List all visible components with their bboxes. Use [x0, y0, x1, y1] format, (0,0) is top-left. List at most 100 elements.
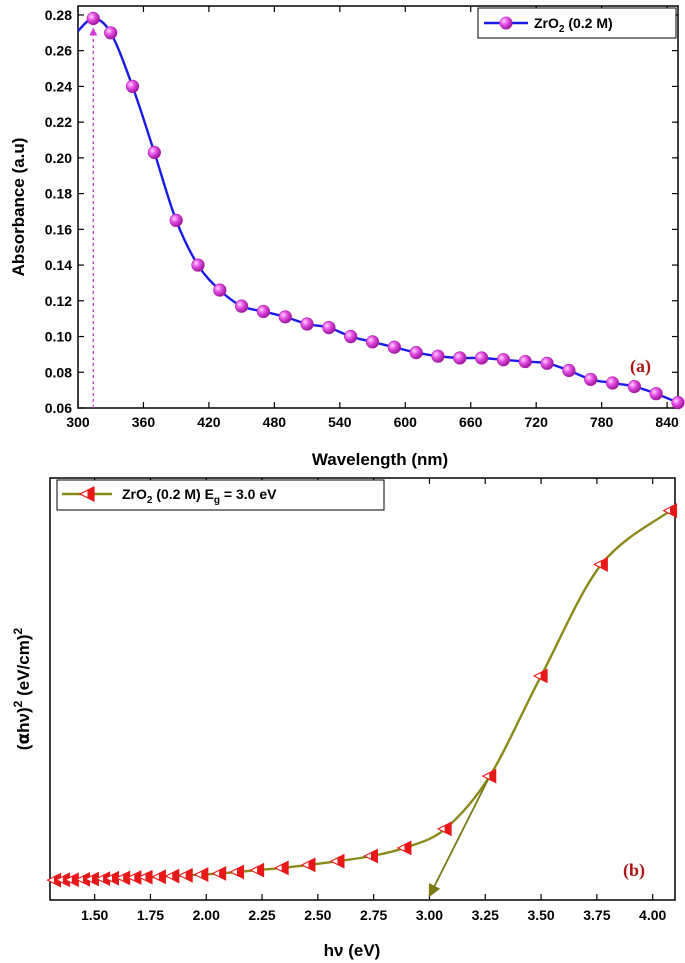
panel-a-y-tick-label: 0.06: [45, 400, 72, 416]
panel-b-data-point: [249, 862, 265, 878]
panel-a-data-point: [409, 346, 423, 360]
panel-b-x-axis-label: hν (eV): [324, 941, 381, 960]
panel-b-x-tick-label: 2.25: [248, 907, 275, 923]
panel-a-y-tick-label: 0.18: [45, 186, 72, 202]
panel-a-y-tick-label: 0.12: [45, 293, 72, 309]
panel-b-legend: ZrO2 (0.2 M) Eg = 3.0 eV: [56, 479, 385, 511]
panel-a-data-point: [671, 396, 685, 410]
panel-b-data-point: [151, 869, 166, 885]
panel-a-plot-frame: [77, 5, 679, 409]
panel-a-absorbance-chart: 0.06 0.08 0.10 0.12 0.14 0.16 0.18 0.20 0.22 0.24…: [9, 5, 685, 469]
panel-a-data-point: [627, 379, 641, 394]
panel-a-y-tick-label: 0.20: [45, 150, 72, 166]
panel-a-data-point: [191, 258, 205, 272]
panel-a-data-point: [169, 213, 183, 227]
panel-a-x-tick-label: 420: [197, 414, 221, 430]
panel-b-data-point: [177, 867, 193, 883]
panel-b-data-point: [532, 668, 548, 684]
panel-b-data-point: [593, 557, 608, 572]
panel-a-y-tick-label: 0.16: [45, 221, 72, 237]
panel-a-legend-marker-swatch: [499, 16, 513, 30]
panel-a-x-tick-label: 360: [132, 414, 156, 430]
panel-a-x-tick-label: 300: [66, 414, 90, 430]
panel-b-data-point: [662, 503, 678, 518]
panel-a-data-point: [540, 356, 554, 370]
panel-a-data-point: [431, 349, 445, 363]
panel-a-y-tick-label: 0.10: [45, 329, 72, 345]
panel-b-x-tick-label: 2.75: [360, 907, 387, 923]
panel-a-legend: ZrO2 (0.2 M): [477, 7, 677, 39]
panel-b-data-point: [104, 870, 120, 886]
panel-a-data-point: [125, 79, 140, 93]
panel-a-y-tick-label: 0.24: [45, 78, 72, 94]
panel-a-x-tick-label: 780: [590, 414, 614, 430]
panel-a-data-point: [649, 387, 663, 401]
panel-a-y-tick-label: 0.28: [45, 7, 72, 23]
panel-a-y-tick-label: 0.26: [45, 43, 72, 59]
panel-b-x-tick-label: 2.00: [193, 907, 220, 923]
panel-b-x-ticks: 1.50 1.75 2.00 2.25 2.50 2.75 3.00 3.25 3.50 3.75…: [81, 478, 667, 923]
panel-a-data-point: [104, 26, 118, 40]
panel-a-data-point: [387, 340, 401, 354]
panel-b-x-tick-label: 4.00: [639, 907, 666, 923]
panel-a-legend-label: ZrO2 (0.2 M): [534, 15, 613, 35]
panel-a-data-point: [496, 353, 511, 367]
panel-b-data-point: [329, 853, 345, 869]
panel-a-y-tick-label: 0.14: [45, 257, 72, 273]
panel-a-data-point: [453, 351, 467, 365]
panel-b-x-tick-label: 3.50: [527, 907, 554, 923]
panel-a-x-tick-label: 660: [459, 414, 483, 430]
panel-a-tag: (a): [630, 356, 651, 377]
panel-a-data-point: [584, 372, 598, 387]
panel-a-data-point: [278, 310, 292, 324]
panel-b-tag: (b): [623, 860, 645, 881]
panel-b-data-point: [300, 857, 316, 873]
panel-b-legend-marker-swatch: [78, 486, 95, 502]
panel-a-x-tick-label: 600: [394, 414, 418, 430]
panel-b-legend-label: ZrO2 (0.2 M) Eg = 3.0 eV: [122, 486, 277, 506]
panel-a-data-point: [475, 351, 489, 365]
panel-a-y-tick-label: 0.22: [45, 114, 72, 130]
panel-b-x-tick-label: 1.50: [81, 907, 108, 923]
panel-b-tauc-chart: 1.50 1.75 2.00 2.25 2.50 2.75 3.00 3.25 3.50 3.75…: [11, 477, 678, 960]
panel-a-data-point: [86, 11, 100, 26]
panel-b-extrapolation-arrow: [428, 775, 491, 898]
panel-a-data-point: [300, 317, 314, 331]
panel-a-data-point: [562, 363, 576, 378]
panel-a-data-point: [256, 304, 271, 319]
panel-b-x-tick-label: 2.50: [304, 907, 331, 923]
panel-b-data-point: [229, 864, 245, 880]
panel-b-data-point: [481, 768, 497, 784]
panel-a-peak-arrowhead: [89, 27, 98, 36]
panel-b-y-axis-label: (αhν)2 (eV/cm)2: [11, 627, 34, 750]
panel-b-data-point: [436, 821, 452, 837]
panel-a-y-tick-label: 0.08: [45, 364, 72, 380]
panel-a-data-point: [365, 335, 380, 349]
panel-b-plot-frame: [49, 477, 676, 901]
panel-a-x-ticks: 300 360 420 480 540 600 660 720 780 840: [66, 6, 679, 430]
panel-a-data-point: [518, 354, 532, 369]
panel-b-series-markers: [46, 503, 678, 888]
panel-a-series-markers: [86, 11, 685, 410]
panel-a-x-axis-label: Wavelength (nm): [312, 450, 448, 469]
panel-b-x-tick-label: 3.00: [416, 907, 443, 923]
panel-a-data-point: [322, 321, 336, 335]
panel-a-data-point: [605, 376, 620, 390]
panel-b-data-point: [363, 848, 378, 864]
panel-b-data-point: [193, 867, 209, 882]
panel-a-data-point: [147, 145, 161, 160]
panel-b-data-point: [164, 868, 180, 884]
panel-b-data-point: [273, 860, 289, 876]
panel-b-data-point: [211, 866, 227, 881]
panel-a-data-point: [213, 283, 227, 297]
panel-a-data-point: [344, 329, 358, 344]
panel-b-x-tick-label: 1.75: [137, 907, 164, 923]
panel-b-data-point: [396, 840, 412, 856]
panel-b-x-tick-label: 3.75: [583, 907, 610, 923]
panel-a-x-tick-label: 720: [525, 414, 549, 430]
panel-a-x-tick-label: 840: [655, 414, 679, 430]
panel-b-x-tick-label: 3.25: [472, 907, 499, 923]
panel-a-x-tick-label: 480: [263, 414, 287, 430]
panel-a-y-ticks: 0.06 0.08 0.10 0.12 0.14 0.16 0.18 0.20 0.22 0.24…: [45, 7, 678, 416]
